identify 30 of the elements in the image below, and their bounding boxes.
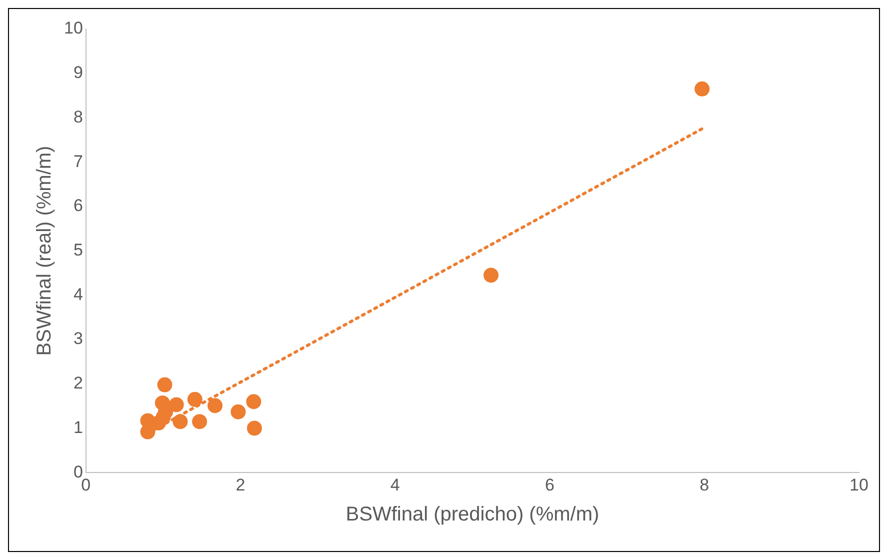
y-tick-label: 4 [73, 284, 83, 304]
y-tick-label: 8 [73, 107, 83, 126]
point [172, 414, 188, 430]
y-tick-label: 6 [73, 196, 83, 216]
point [246, 420, 262, 436]
point [208, 398, 223, 414]
y-tick-label: 0 [73, 462, 83, 482]
y-axis-title: BSWfinal (real) (%m/m) [34, 146, 56, 356]
y-tick-label: 7 [73, 152, 83, 171]
x-axis-title: BSWfinal (predicho) (%m/m) [346, 504, 600, 526]
point [694, 81, 710, 96]
y-tick-label: 5 [73, 240, 83, 260]
point [484, 268, 499, 283]
y-tick-label: 9 [73, 63, 83, 82]
point [187, 392, 202, 407]
point [140, 424, 156, 440]
x-tick-label: 4 [390, 475, 400, 494]
y-tick-label: 10 [64, 18, 83, 38]
point [246, 394, 262, 410]
point [230, 404, 246, 420]
x-tick-label: 8 [700, 475, 710, 494]
y-tick-label: 3 [73, 329, 83, 348]
y-tick-label: 1 [73, 418, 83, 437]
x-tick-label: 2 [236, 475, 246, 494]
point [157, 377, 172, 392]
x-tick-label: 6 [545, 475, 554, 494]
x-tick-label: 10 [850, 475, 868, 494]
y-tick-label: 2 [73, 374, 83, 393]
point [168, 397, 184, 412]
point [192, 414, 208, 430]
